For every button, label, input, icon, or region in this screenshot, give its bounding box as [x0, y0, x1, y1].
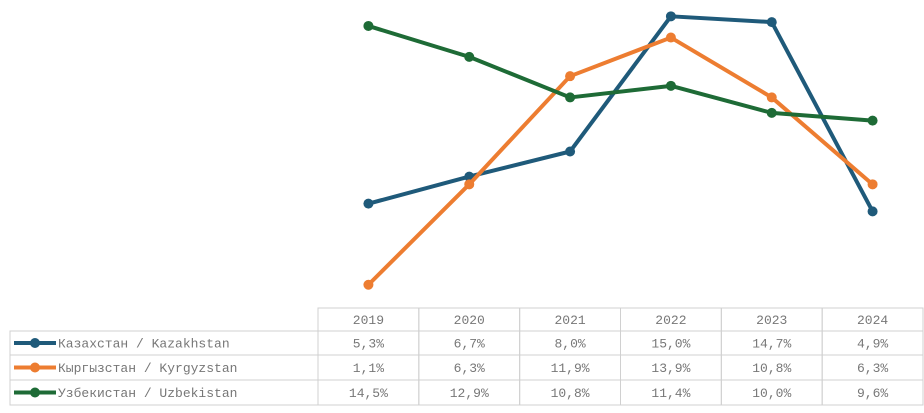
marker [464, 51, 475, 62]
x-tick-label: 2019 [353, 313, 384, 328]
marker [766, 107, 777, 118]
marker [665, 11, 676, 22]
legend-marker [30, 338, 40, 348]
data-label: 6,3% [454, 361, 485, 376]
data-label: 15,0% [651, 336, 690, 351]
data-label: 4,9% [857, 336, 888, 351]
marker [464, 179, 475, 190]
x-tick-label: 2022 [655, 313, 686, 328]
marker [766, 92, 777, 103]
marker [565, 92, 576, 103]
data-label: 10,0% [752, 386, 791, 401]
data-label: 10,8% [752, 361, 791, 376]
x-tick-label: 2020 [454, 313, 485, 328]
data-label: 14,5% [349, 386, 388, 401]
x-tick-label: 2021 [554, 313, 585, 328]
marker [867, 179, 878, 190]
table-cell [821, 379, 924, 406]
legend-marker [30, 387, 40, 398]
legend-label: Узбекистан / Uzbekistan [58, 386, 237, 401]
marker [665, 80, 676, 91]
marker [363, 20, 374, 31]
legend-label: Кыргызстан / Kyrgyzstan [58, 361, 237, 376]
data-label: 12,9% [450, 386, 489, 401]
marker [363, 198, 374, 209]
data-label: 13,9% [651, 361, 690, 376]
data-label: 9,6% [857, 386, 888, 401]
marker [766, 17, 777, 28]
legend-label: Казахстан / Kazakhstan [58, 336, 230, 351]
marker [867, 206, 878, 217]
legend-marker [30, 362, 40, 373]
data-label: 6,7% [454, 336, 485, 351]
marker [665, 32, 676, 43]
data-label: 1,1% [353, 361, 384, 376]
data-label: 14,7% [752, 336, 791, 351]
data-label: 11,9% [551, 361, 590, 376]
data-label: 6,3% [857, 361, 888, 376]
series-line [367, 14, 875, 213]
marker [565, 146, 576, 157]
marker [363, 279, 374, 290]
series-line [367, 24, 873, 123]
x-tick-label: 2023 [756, 313, 787, 328]
series-line [367, 35, 874, 287]
data-label: 11,4% [651, 386, 690, 401]
marker [867, 115, 878, 126]
x-tick-label: 2024 [857, 313, 888, 328]
marker [565, 71, 576, 82]
data-label: 5,3% [353, 336, 384, 351]
data-label: 10,8% [551, 386, 590, 401]
data-label: 8,0% [554, 336, 585, 351]
